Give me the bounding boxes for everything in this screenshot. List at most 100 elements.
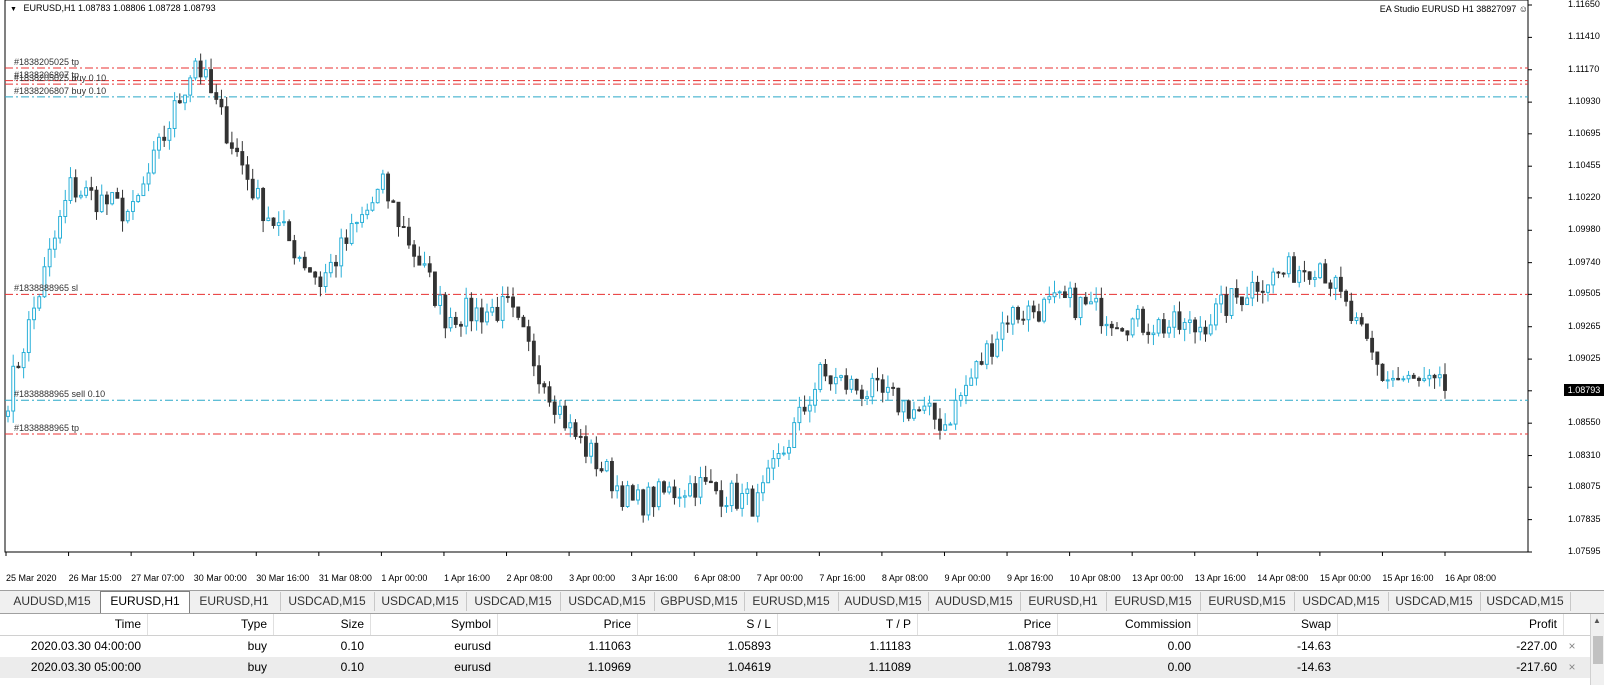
table-cell: 2020.03.30 04:00:00 [30,639,141,653]
price-tick-label: 1.08550 [1568,417,1601,428]
table-cell: 1.11089 [868,660,912,674]
chart-tab[interactable]: USDCAD,M15 [1480,592,1571,611]
chart-tab[interactable]: USDCAD,M15 [280,592,375,611]
chart-tab[interactable]: EURUSD,H1 [100,591,190,613]
chart-tab[interactable]: AUDUSD,M15 [838,592,929,611]
candle-body [1364,323,1369,339]
candle-body [391,200,396,203]
candle-body [787,447,791,454]
candle-body [833,376,838,385]
chart-tab[interactable]: EURUSD,M15 [1200,592,1295,611]
candle-body [474,307,479,322]
table-cell: -217.60 [1516,660,1557,674]
price-tick-label: 1.08310 [1568,449,1601,460]
candle-body [1057,291,1062,294]
time-tick-label: 7 Apr 00:00 [756,573,803,583]
candle-body [63,199,68,217]
candle-body [1047,296,1052,300]
candle-body [859,389,864,399]
candle-body [880,379,885,393]
column-header[interactable]: Size [273,614,371,635]
candle-body [250,178,255,199]
candle-body [990,343,994,357]
column-header[interactable]: Symbol [370,614,498,635]
time-tick-label: 25 Mar 2020 [6,573,57,583]
chart-tab[interactable]: GBPUSD,M15 [654,592,745,611]
column-header[interactable]: Swap [1197,614,1338,635]
chart-tab[interactable]: AUDUSD,M15 [928,592,1021,611]
chart-tab[interactable]: EURUSD,H1 [188,592,281,611]
candle-body [698,477,703,498]
chart-tab[interactable]: USDCAD,M15 [466,592,561,611]
time-tick-label: 1 Apr 00:00 [381,573,428,583]
candle-body [47,248,52,268]
candle-body [708,480,713,484]
table-cell: 1.11183 [869,639,911,653]
candle-body [1010,307,1015,325]
price-tick-label: 1.09740 [1568,256,1601,267]
candle-body [682,495,687,498]
candle-body [1344,290,1349,302]
candle-body [224,106,229,144]
close-order-icon[interactable]: × [1568,639,1576,653]
column-header[interactable]: Time [0,614,148,635]
candle-body [365,209,370,216]
table-row[interactable]: 2020.03.30 04:00:00 buy 0.10 eurusd 1.11063 1… [0,636,1590,658]
price-tick-label: 1.09265 [1568,320,1601,331]
candle-body [1219,294,1224,305]
candle-body [1125,330,1130,336]
column-header[interactable]: Price [917,614,1058,635]
scroll-thumb[interactable] [1593,636,1603,664]
chart-header: ▼ EURUSD,H1 1.08783 1.08806 1.08728 1.08… [10,3,216,13]
chart-tab[interactable]: EURUSD,H1 [1020,592,1107,611]
candle-body [1359,317,1364,325]
candle-body [651,486,656,508]
table-cell: eurusd [454,639,491,653]
candle-body [1177,311,1182,330]
chart-tabs: AUDUSD,M15 EURUSD,H1 EURUSD,H1 USDCAD,M15 US… [0,590,1604,614]
price-chart[interactable]: ▼ EURUSD,H1 1.08783 1.08806 1.08728 1.08… [0,0,1604,583]
candle-body [1172,311,1177,328]
candle-body [1078,296,1083,319]
column-header[interactable]: T / P [777,614,918,635]
chart-canvas[interactable] [0,0,1604,590]
chart-tab[interactable]: AUDUSD,M15 [4,592,101,611]
chart-tab[interactable]: USDCAD,M15 [1388,592,1481,611]
price-tick-label: 1.11410 [1568,31,1600,42]
candle-body [323,272,328,288]
scroll-up-icon[interactable]: ▲ [1593,616,1601,625]
candle-body [573,422,578,437]
chart-tab[interactable]: EURUSD,M15 [744,592,839,611]
candle-body [818,363,823,390]
column-header[interactable]: Profit [1337,614,1564,635]
candle-body [516,306,521,318]
chart-tab[interactable]: USDCAD,M15 [1294,592,1389,611]
candle-body [313,271,318,278]
table-scrollbar[interactable]: ▲ [1590,614,1604,685]
candle-body [297,256,302,259]
chart-tab[interactable]: USDCAD,M15 [374,592,467,611]
candle-body [807,404,812,412]
candle-body [1391,377,1395,381]
candle-body [740,492,745,509]
chart-tab[interactable]: EURUSD,M15 [1106,592,1201,611]
column-header[interactable]: Commission [1057,614,1198,635]
candle-body [703,477,708,482]
column-header[interactable]: S / L [637,614,778,635]
candle-body [94,189,99,213]
candle-body [1005,322,1010,325]
candle-body [995,338,1000,357]
time-tick-label: 30 Mar 00:00 [193,573,247,583]
column-header[interactable]: Price [497,614,638,635]
close-order-icon[interactable]: × [1568,660,1576,674]
table-row[interactable]: 2020.03.30 05:00:00 buy 0.10 eurusd 1.10969 1… [0,657,1590,678]
time-tick-label: 6 Apr 08:00 [694,573,741,583]
candle-body [433,271,437,306]
candle-body [1422,378,1427,381]
chart-menu-triangle-icon[interactable]: ▼ [10,6,17,13]
column-header[interactable]: Type [147,614,274,635]
time-tick-label: 15 Apr 16:00 [1382,573,1434,583]
price-tick-label: 1.07835 [1568,513,1601,524]
chart-tab[interactable]: USDCAD,M15 [560,592,655,611]
